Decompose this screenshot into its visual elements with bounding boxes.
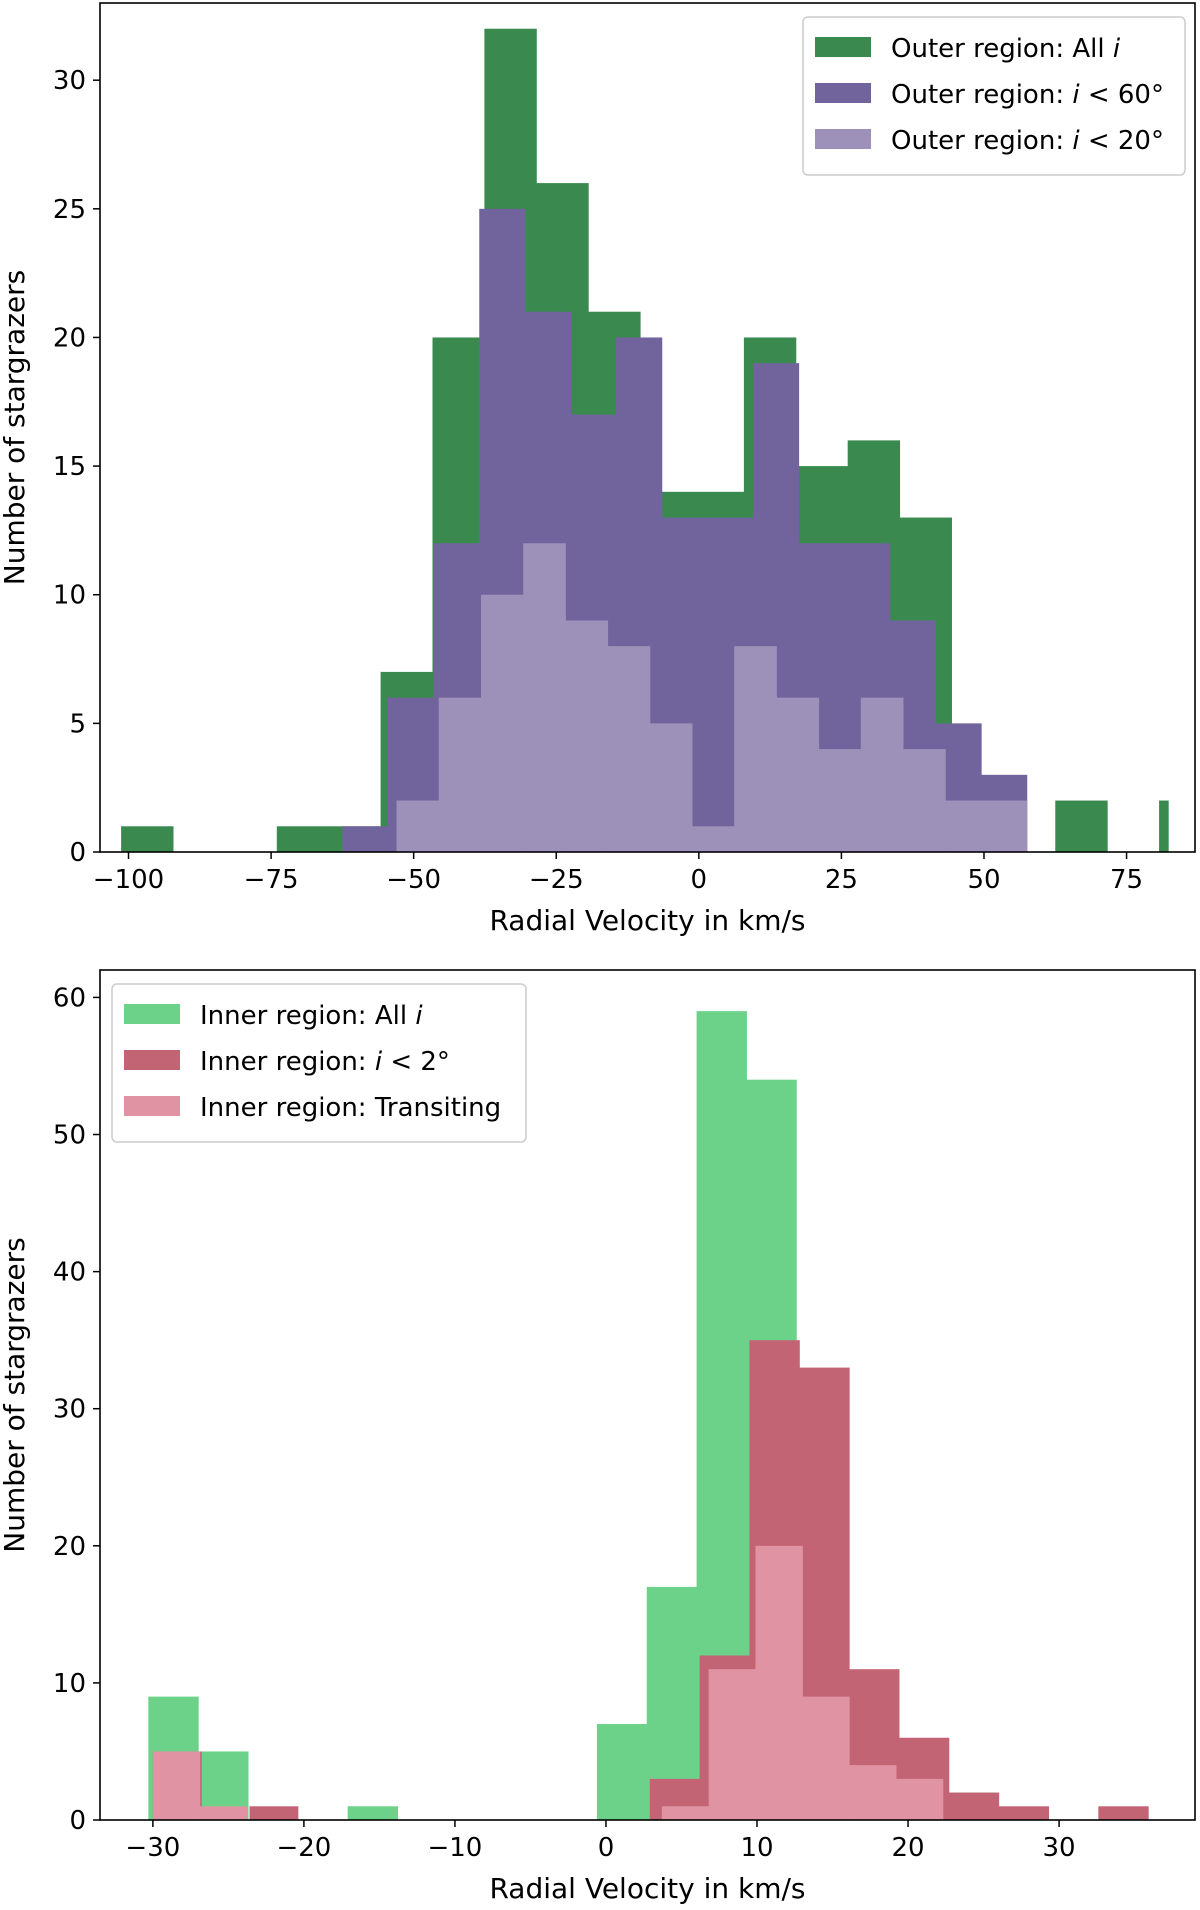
histogram-bar [734, 646, 777, 852]
x-tick-label: −25 [529, 865, 584, 895]
x-tick-label: −20 [276, 1833, 331, 1863]
legend: Outer region: All i Outer region: i < 60°… [802, 16, 1186, 176]
legend-swatch [124, 1096, 180, 1116]
y-tick-label: 25 [53, 195, 86, 225]
histogram-bar [948, 1792, 1000, 1820]
legend-label: Outer region: i < 20° [891, 126, 1164, 156]
histogram-bar [276, 826, 330, 852]
x-tick-label: 30 [1043, 1833, 1076, 1863]
histogram-bar [152, 1751, 201, 1820]
x-tick-label: −50 [386, 865, 441, 895]
histogram-bar [1055, 800, 1108, 852]
y-axis-title: Number of stargrazers [0, 270, 31, 585]
histogram-bar [903, 749, 946, 852]
histogram-bar [596, 1724, 648, 1820]
histogram-bar [342, 826, 389, 852]
legend-box [111, 983, 527, 1143]
legend-swatch [815, 129, 871, 149]
x-tick-label: −75 [244, 865, 299, 895]
axes-frame [99, 969, 1196, 1821]
x-tick-label: 10 [740, 1833, 773, 1863]
y-tick-label: 60 [53, 983, 86, 1013]
histogram-bar [860, 697, 904, 852]
legend-label: Inner region: i < 2° [200, 1047, 450, 1077]
histogram-bar [945, 800, 988, 852]
inner-region-histogram: −30 −20 −10 0 10 20 30 0 10 20 30 40 50 60 Radial Velo… [0, 969, 1196, 1905]
y-tick-label: 5 [69, 709, 86, 739]
legend-label: Outer region: All i [891, 34, 1121, 64]
histogram-bar [480, 594, 524, 852]
histogram-bar [649, 723, 693, 852]
x-tick-label: 25 [825, 865, 858, 895]
histogram-bar [802, 1696, 850, 1820]
legend-swatch [815, 37, 871, 57]
histogram-bar [708, 1669, 756, 1820]
histogram-bar [121, 826, 174, 852]
histogram-bar [661, 1806, 710, 1820]
x-tick-label: −100 [93, 865, 164, 895]
y-tick-label: 10 [53, 581, 86, 611]
outer-region-histogram: −100 −75 −50 −25 0 25 50 75 0 5 10 15 20 25 30 Radial V… [0, 2, 1196, 937]
histogram-bar [347, 1806, 399, 1820]
histogram-bar [523, 543, 566, 852]
legend: Inner region: All i Inner region: i < 2° I… [111, 983, 527, 1143]
y-tick-label: 10 [53, 1669, 86, 1699]
histogram-bar [818, 749, 862, 852]
y-axis-title: Number of stargrazers [0, 1237, 31, 1552]
x-tick-label: −10 [427, 1833, 482, 1863]
histogram-bar [998, 1806, 1049, 1820]
axes-frame [99, 2, 1196, 853]
y-tick-label: 20 [53, 1532, 86, 1562]
x-tick-label: 75 [1110, 865, 1143, 895]
histogram-bar [755, 1545, 803, 1820]
legend-label: Inner region: All i [200, 1001, 423, 1031]
x-tick-label: −30 [125, 1833, 180, 1863]
histogram-bar [987, 800, 1028, 852]
y-tick-label: 30 [53, 1395, 86, 1425]
y-tick-label: 40 [53, 1258, 86, 1288]
histogram-bar [895, 1778, 944, 1820]
histogram-bar [776, 697, 820, 852]
series-3 [152, 1545, 944, 1820]
y-tick-label: 15 [53, 452, 86, 482]
histogram-bar [565, 620, 609, 852]
histogram-bar [1098, 1806, 1149, 1820]
x-axis-title: Radial Velocity in km/s [489, 1872, 805, 1905]
histogram-bar [199, 1806, 248, 1820]
histogram-bar [607, 646, 651, 852]
y-tick-label: 0 [69, 838, 86, 868]
x-tick-label: 20 [891, 1833, 924, 1863]
histogram-bar [691, 826, 735, 852]
y-tick-label: 0 [69, 1806, 86, 1836]
x-tick-label: 50 [967, 865, 1000, 895]
legend-swatch [815, 83, 871, 103]
x-tick-label: 0 [691, 865, 708, 895]
legend-label: Outer region: i < 60° [891, 80, 1164, 110]
legend-label: Inner region: Transiting [200, 1093, 501, 1123]
legend-swatch [124, 1004, 180, 1024]
y-tick-label: 50 [53, 1121, 86, 1151]
histogram-bar [396, 800, 440, 852]
legend-swatch [124, 1050, 180, 1070]
y-tick-label: 30 [53, 66, 86, 96]
histogram-bar [849, 1765, 897, 1820]
legend-box [802, 16, 1186, 176]
series-3 [396, 543, 1028, 852]
x-axis-title: Radial Velocity in km/s [489, 904, 805, 937]
histogram-bar [438, 697, 482, 852]
histogram-bar [1159, 800, 1169, 852]
y-tick-label: 20 [53, 323, 86, 353]
x-tick-label: 0 [598, 1833, 615, 1863]
histogram-bar [249, 1806, 299, 1820]
